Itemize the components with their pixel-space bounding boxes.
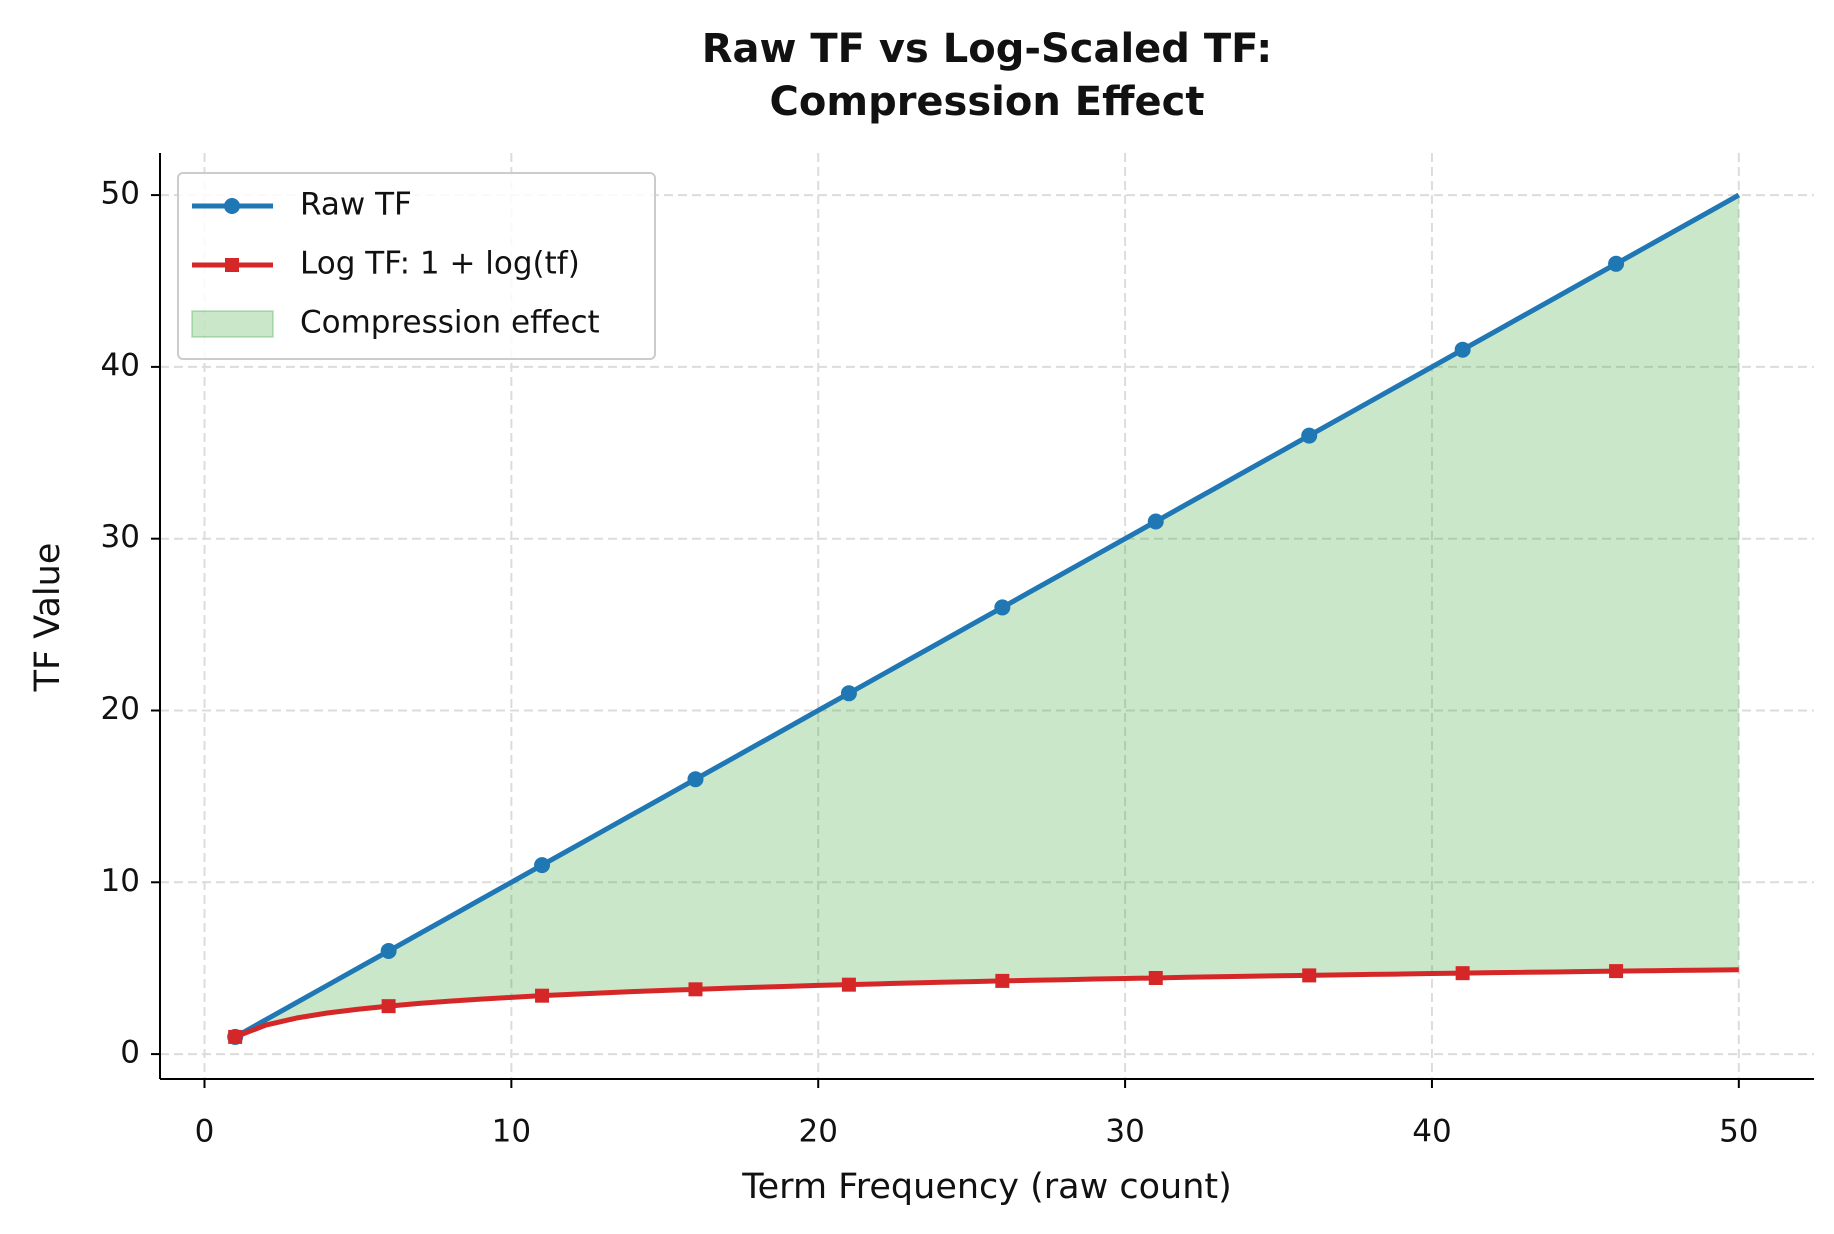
y-tick-label: 30	[101, 519, 140, 555]
y-tick-label: 20	[101, 691, 140, 727]
x-tick-label: 20	[798, 1114, 837, 1150]
point	[535, 988, 550, 1003]
legend-label: Log TF: 1 + log(tf)	[300, 246, 580, 282]
legend-marker	[225, 258, 239, 272]
point	[995, 973, 1010, 988]
x-tick-label: 30	[1105, 1114, 1144, 1150]
legend-label: Compression effect	[300, 305, 600, 341]
point	[841, 977, 856, 992]
point	[1608, 255, 1625, 272]
x-tick-label: 0	[195, 1114, 215, 1150]
x-tick-label: 50	[1719, 1114, 1758, 1150]
legend-label: Raw TF	[300, 187, 412, 223]
point	[1455, 966, 1470, 981]
point	[840, 685, 857, 702]
legend-swatch	[191, 310, 274, 338]
legend-marker	[224, 198, 240, 214]
x-tick-label: 10	[492, 1114, 531, 1150]
chart-title: Raw TF vs Log-Scaled TF:	[702, 26, 1273, 72]
point	[1148, 970, 1163, 985]
y-tick-label: 40	[101, 347, 140, 383]
y-tick-label: 10	[101, 863, 140, 899]
x-tick-label: 40	[1412, 1114, 1451, 1150]
point	[1609, 964, 1624, 979]
point	[228, 1029, 243, 1044]
point	[688, 982, 703, 997]
point	[1302, 968, 1317, 983]
y-tick-label: 50	[101, 176, 140, 212]
point	[994, 599, 1011, 616]
chart-subtitle: Compression Effect	[770, 79, 1205, 125]
point	[1147, 513, 1164, 530]
point	[534, 857, 551, 874]
y-axis-label: TF Value	[28, 543, 68, 693]
point	[381, 999, 396, 1014]
y-tick-label: 0	[120, 1035, 140, 1071]
point	[1301, 427, 1318, 444]
series-line	[233, 192, 1741, 1040]
point	[1454, 341, 1471, 358]
legend-box	[177, 172, 656, 360]
series-line	[234, 967, 1739, 1040]
x-axis-label: Term Frequency (raw count)	[741, 1167, 1232, 1207]
point	[687, 771, 704, 788]
point	[380, 943, 397, 960]
